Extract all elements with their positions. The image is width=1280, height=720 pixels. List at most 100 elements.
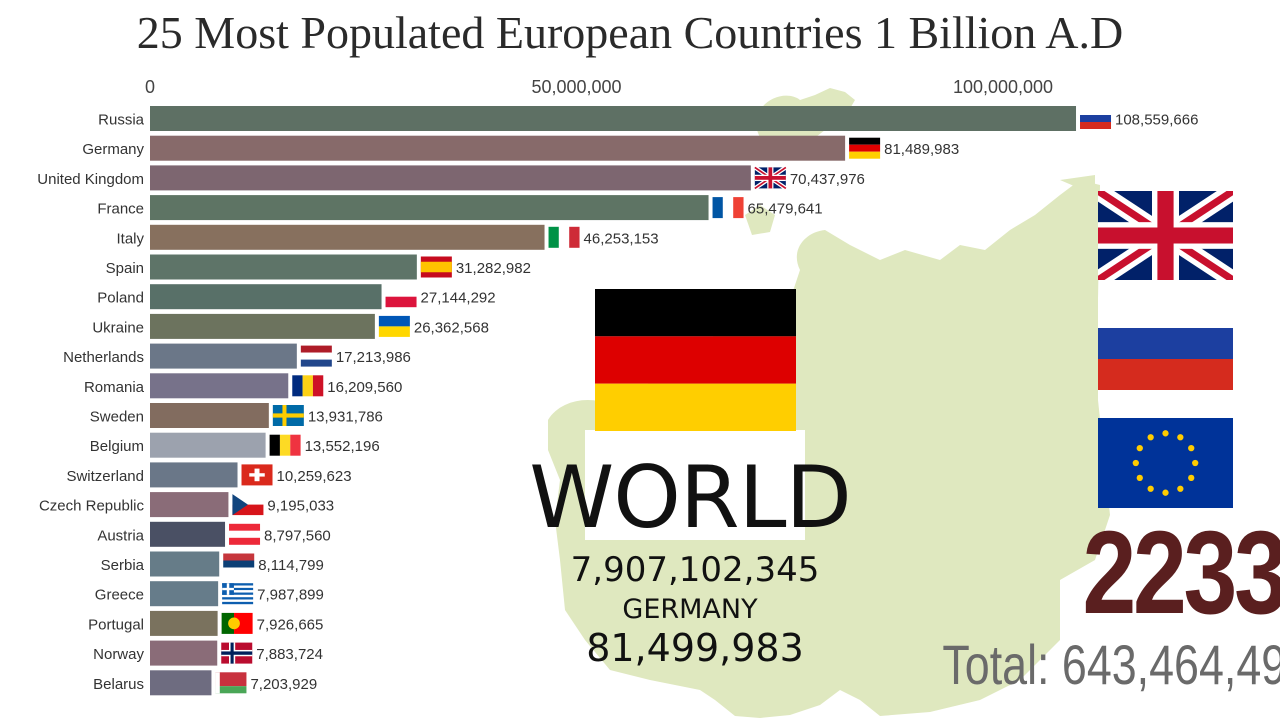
bar: [150, 640, 218, 666]
bar: [150, 284, 382, 310]
category-label: Russia: [98, 112, 145, 129]
serbia-flag-icon: [223, 553, 255, 575]
bar-row: Russia 108,559,666: [98, 106, 1198, 131]
category-label: United Kingdom: [37, 171, 144, 188]
spain-flag-icon: [420, 256, 452, 278]
year-counter: 2233: [1082, 507, 1280, 639]
value-label: 46,253,153: [584, 230, 659, 247]
switzerland-flag-icon: [241, 464, 273, 486]
category-label: Sweden: [90, 409, 144, 426]
bar: [150, 165, 751, 191]
x-axis: 0 50,000,000 100,000,000: [145, 77, 1053, 97]
bar: [150, 432, 266, 458]
russia-flag-icon: [1080, 108, 1112, 129]
bar-row: Romania 16,209,560: [84, 373, 402, 399]
bar-row: Italy 46,253,153: [116, 224, 659, 250]
category-label: Germany: [82, 141, 144, 158]
austria-flag-icon: [229, 523, 261, 545]
bar-row: Norway 7,883,724: [93, 640, 323, 666]
value-label: 7,987,899: [257, 587, 324, 604]
bar-row: Belgium 13,552,196: [90, 432, 380, 458]
x-tick-label: 50,000,000: [531, 77, 621, 97]
bar-row: Serbia 8,114,799: [101, 551, 324, 577]
eu-flag-icon: [1098, 418, 1233, 508]
category-label: Poland: [97, 290, 144, 307]
category-label: Greece: [95, 587, 144, 604]
bar: [150, 135, 846, 161]
bar: [150, 551, 220, 577]
value-label: 10,259,623: [277, 468, 352, 485]
bar-row: Ukraine 26,362,568: [92, 313, 489, 339]
category-label: Belarus: [93, 676, 144, 693]
portugal-flag-icon: [221, 612, 253, 634]
value-label: 16,209,560: [327, 379, 402, 396]
bar: [150, 195, 709, 221]
leading-country-name: GERMANY: [622, 594, 758, 625]
value-label: 81,489,983: [884, 141, 959, 158]
bar-row: Germany 81,489,983: [82, 135, 959, 161]
category-label: Netherlands: [63, 349, 144, 366]
category-label: Spain: [106, 260, 144, 277]
bar: [150, 373, 289, 399]
bar: [150, 492, 229, 518]
greece-flag-icon: [222, 583, 254, 605]
bar-row: Portugal 7,926,665: [88, 610, 324, 636]
italy-flag-icon: [548, 226, 580, 248]
x-tick-label: 100,000,000: [953, 77, 1053, 97]
category-label: Austria: [97, 527, 144, 544]
bar-row: Czech Republic 9,195,033: [39, 492, 334, 518]
leading-country-population: 81,499,983: [586, 626, 804, 670]
belgium-flag-icon: [269, 434, 301, 456]
bar-row: United Kingdom 70,437,976: [37, 165, 865, 191]
belarus-flag-icon: [215, 672, 247, 694]
value-label: 108,559,666: [1115, 112, 1198, 129]
category-label: Belgium: [90, 438, 144, 455]
value-label: 65,479,641: [748, 201, 823, 218]
category-label: Italy: [116, 230, 144, 247]
bar: [150, 581, 219, 607]
featured-germany-flag: [595, 289, 796, 431]
category-label: Switzerland: [66, 468, 144, 485]
x-tick-label: 0: [145, 77, 155, 97]
map-region: [1060, 175, 1095, 195]
bar: [150, 343, 297, 369]
category-label: Norway: [93, 646, 144, 663]
category-label: France: [97, 201, 144, 218]
bar: [150, 610, 218, 636]
bar: [150, 254, 417, 280]
czech-flag-icon: [232, 494, 264, 516]
value-label: 9,195,033: [267, 498, 334, 515]
total-population: Total: 643,464,491: [942, 633, 1280, 696]
sweden-flag-icon: [272, 405, 304, 426]
bar-row: France 65,479,641: [97, 195, 823, 221]
bar-row: Belarus 7,203,929: [93, 670, 317, 696]
chart-title: 25 Most Populated European Countries 1 B…: [136, 7, 1124, 58]
value-label: 13,552,196: [305, 438, 380, 455]
value-label: 26,362,568: [414, 319, 489, 336]
world-population: 7,907,102,345: [570, 550, 820, 590]
category-label: Ukraine: [92, 319, 144, 336]
bar-row: Sweden 13,931,786: [90, 403, 383, 428]
map-region: [745, 205, 775, 235]
bar: [150, 313, 375, 339]
bar-row: Austria 8,797,560: [97, 521, 331, 547]
uk-flag-icon: [1093, 183, 1238, 288]
bar: [150, 106, 1077, 131]
germany-flag-icon: [849, 137, 881, 159]
bar-row: Spain 31,282,982: [106, 254, 531, 280]
map-region: [548, 180, 1110, 718]
bar: [150, 462, 238, 488]
value-label: 17,213,986: [336, 349, 411, 366]
bar: [150, 224, 545, 250]
bar: [150, 521, 226, 547]
value-label: 13,931,786: [308, 409, 383, 426]
category-label: Romania: [84, 379, 145, 396]
category-label: Serbia: [101, 557, 145, 574]
value-label: 7,926,665: [257, 616, 324, 633]
value-label: 8,797,560: [264, 527, 331, 544]
bar-row: Switzerland 10,259,623: [66, 462, 352, 488]
value-label: 70,437,976: [790, 171, 865, 188]
